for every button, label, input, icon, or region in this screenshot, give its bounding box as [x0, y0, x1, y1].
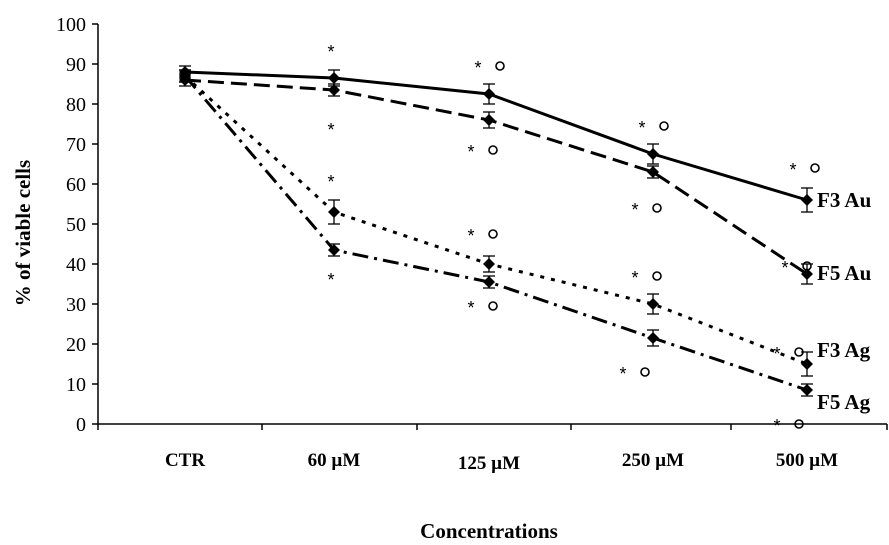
data-point [179, 70, 191, 82]
x-tick-label: 125 µM [458, 453, 520, 474]
series-label: F3 Au [817, 188, 872, 212]
significance-star: * [474, 58, 481, 78]
significance-star: * [467, 226, 474, 246]
data-point [328, 72, 340, 84]
x-tick-label: 250 µM [622, 450, 684, 471]
y-axis: 0 10 20 30 40 50 60 70 80 90 100 [56, 14, 99, 436]
data-point [801, 384, 813, 396]
data-point [483, 114, 495, 126]
significance-star: * [773, 416, 780, 436]
significance-circle [652, 271, 662, 281]
series-label: F5 Ag [817, 390, 871, 414]
significance-star: * [327, 120, 334, 140]
x-axis: CTR 60 µM 125 µM 250 µM 500 µM [97, 423, 888, 474]
series-f3-au [179, 65, 813, 213]
data-point [647, 332, 659, 344]
y-axis-title: % of viable cells [11, 160, 35, 306]
significance-star: * [631, 200, 638, 220]
x-tick-label: CTR [165, 450, 205, 471]
significance-star: * [781, 258, 788, 278]
data-point [647, 298, 659, 310]
series-f5-ag [179, 69, 813, 397]
data-point [647, 148, 659, 160]
significance-circle [652, 203, 662, 213]
y-tick-label: 30 [66, 294, 86, 316]
significance-star: * [467, 142, 474, 162]
series-line [183, 74, 808, 366]
data-point [483, 276, 495, 288]
y-tick-label: 80 [66, 94, 86, 116]
data-point [483, 258, 495, 270]
series-label-layer: F3 Au F5 Au F3 Ag F5 Ag [817, 188, 872, 414]
x-axis-title: Concentrations [420, 519, 558, 543]
y-tick-label: 0 [76, 414, 86, 436]
y-tick-label: 100 [56, 14, 86, 36]
series-layer [179, 65, 813, 397]
significance-circle [794, 347, 804, 357]
significance-circle [659, 121, 669, 131]
y-tick-label: 60 [66, 174, 86, 196]
significance-star: * [467, 298, 474, 318]
x-tick-label: 500 µM [776, 450, 838, 471]
y-tick-label: 10 [66, 374, 86, 396]
y-tick-label: 50 [66, 214, 86, 236]
significance-star: * [619, 364, 626, 384]
data-point [801, 268, 813, 280]
significance-circle [488, 301, 498, 311]
significance-star: * [327, 172, 334, 192]
significance-circle [488, 145, 498, 155]
x-tick-label: 60 µM [308, 450, 361, 471]
significance-circle [794, 419, 804, 429]
y-tick-label: 40 [66, 254, 86, 276]
significance-star: * [773, 344, 780, 364]
y-tick-label: 70 [66, 134, 86, 156]
data-point [483, 88, 495, 100]
significance-star: * [789, 160, 796, 180]
y-tick-label: 90 [66, 54, 86, 76]
data-point [647, 166, 659, 178]
significance-circle [640, 367, 650, 377]
significance-circle [495, 61, 505, 71]
series-label: F5 Au [817, 261, 872, 285]
significance-star: * [638, 118, 645, 138]
significance-circle [810, 163, 820, 173]
y-tick-label: 20 [66, 334, 86, 356]
data-point [328, 244, 340, 256]
series-line [184, 78, 808, 276]
data-point [328, 206, 340, 218]
series-f3-ag [179, 69, 813, 377]
data-point [801, 194, 813, 206]
data-point [801, 358, 813, 370]
series-line [184, 70, 808, 202]
significance-star: * [631, 268, 638, 288]
significance-circle [802, 261, 812, 271]
significance-star: * [327, 42, 334, 62]
significance-star: * [327, 270, 334, 290]
significance-mark-layer: * * * * * * * * * * * * * * * * [327, 42, 820, 436]
series-label: F3 Ag [817, 338, 871, 362]
data-point [328, 84, 340, 96]
significance-circle [488, 229, 498, 239]
